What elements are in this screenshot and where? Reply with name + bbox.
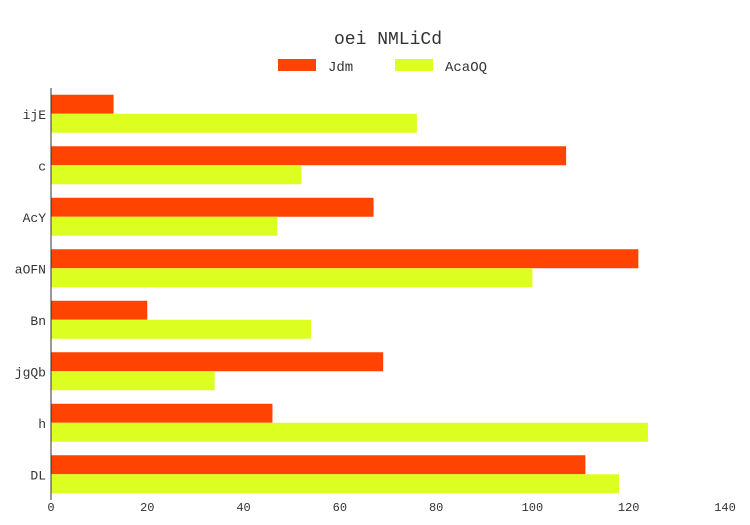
chart-title: oei NMLiCd: [334, 30, 442, 50]
x-tick-label: 60: [333, 501, 347, 515]
legend-label-acaoq: AcaOQ: [445, 60, 487, 76]
legend-label-jdm: Jdm: [328, 60, 353, 76]
x-tick-label: 80: [429, 501, 443, 515]
bar-jdm-ije: [51, 94, 114, 114]
bar-jdm-dl: [51, 455, 586, 475]
bar-acaoq-jgqb: [51, 371, 215, 391]
x-tick-label: 0: [47, 501, 54, 515]
bar-acaoq-aofn: [51, 268, 533, 288]
x-tick-label: 100: [522, 501, 544, 515]
bar-acaoq-dl: [51, 474, 620, 494]
bar-acaoq-acy: [51, 216, 278, 236]
x-tick-label: 40: [236, 501, 250, 515]
y-tick-label: c: [38, 159, 46, 174]
legend-swatch-jdm: [278, 59, 316, 71]
y-tick-label: AcY: [23, 211, 47, 226]
bar-acaoq-bn: [51, 319, 311, 339]
y-tick-label: h: [38, 417, 46, 432]
y-tick-label: DL: [30, 468, 46, 483]
chart-legend: Jdm AcaOQ: [278, 59, 487, 76]
bar-jdm-c: [51, 146, 567, 166]
plot-area: ijE c AcY aOFN Bn jgQb h DL 0 20 40 60 80 100 120 140: [15, 88, 736, 515]
legend-swatch-acaoq: [395, 59, 433, 71]
y-tick-label: jgQb: [15, 365, 46, 380]
bar-acaoq-c: [51, 165, 302, 185]
bar-acaoq-h: [51, 422, 648, 442]
x-tick-label: 20: [140, 501, 154, 515]
y-tick-label: aOFN: [15, 262, 46, 277]
bar-jdm-acy: [51, 197, 374, 217]
y-tick-label: ijE: [23, 108, 47, 123]
x-tick-label: 140: [714, 501, 736, 515]
bar-jdm-h: [51, 403, 273, 423]
bar-acaoq-ije: [51, 113, 417, 133]
x-tick-label: 120: [618, 501, 640, 515]
y-tick-label: Bn: [30, 314, 46, 329]
bar-jdm-bn: [51, 300, 148, 320]
bar-jdm-aofn: [51, 249, 639, 269]
bar-jdm-jgqb: [51, 352, 384, 372]
